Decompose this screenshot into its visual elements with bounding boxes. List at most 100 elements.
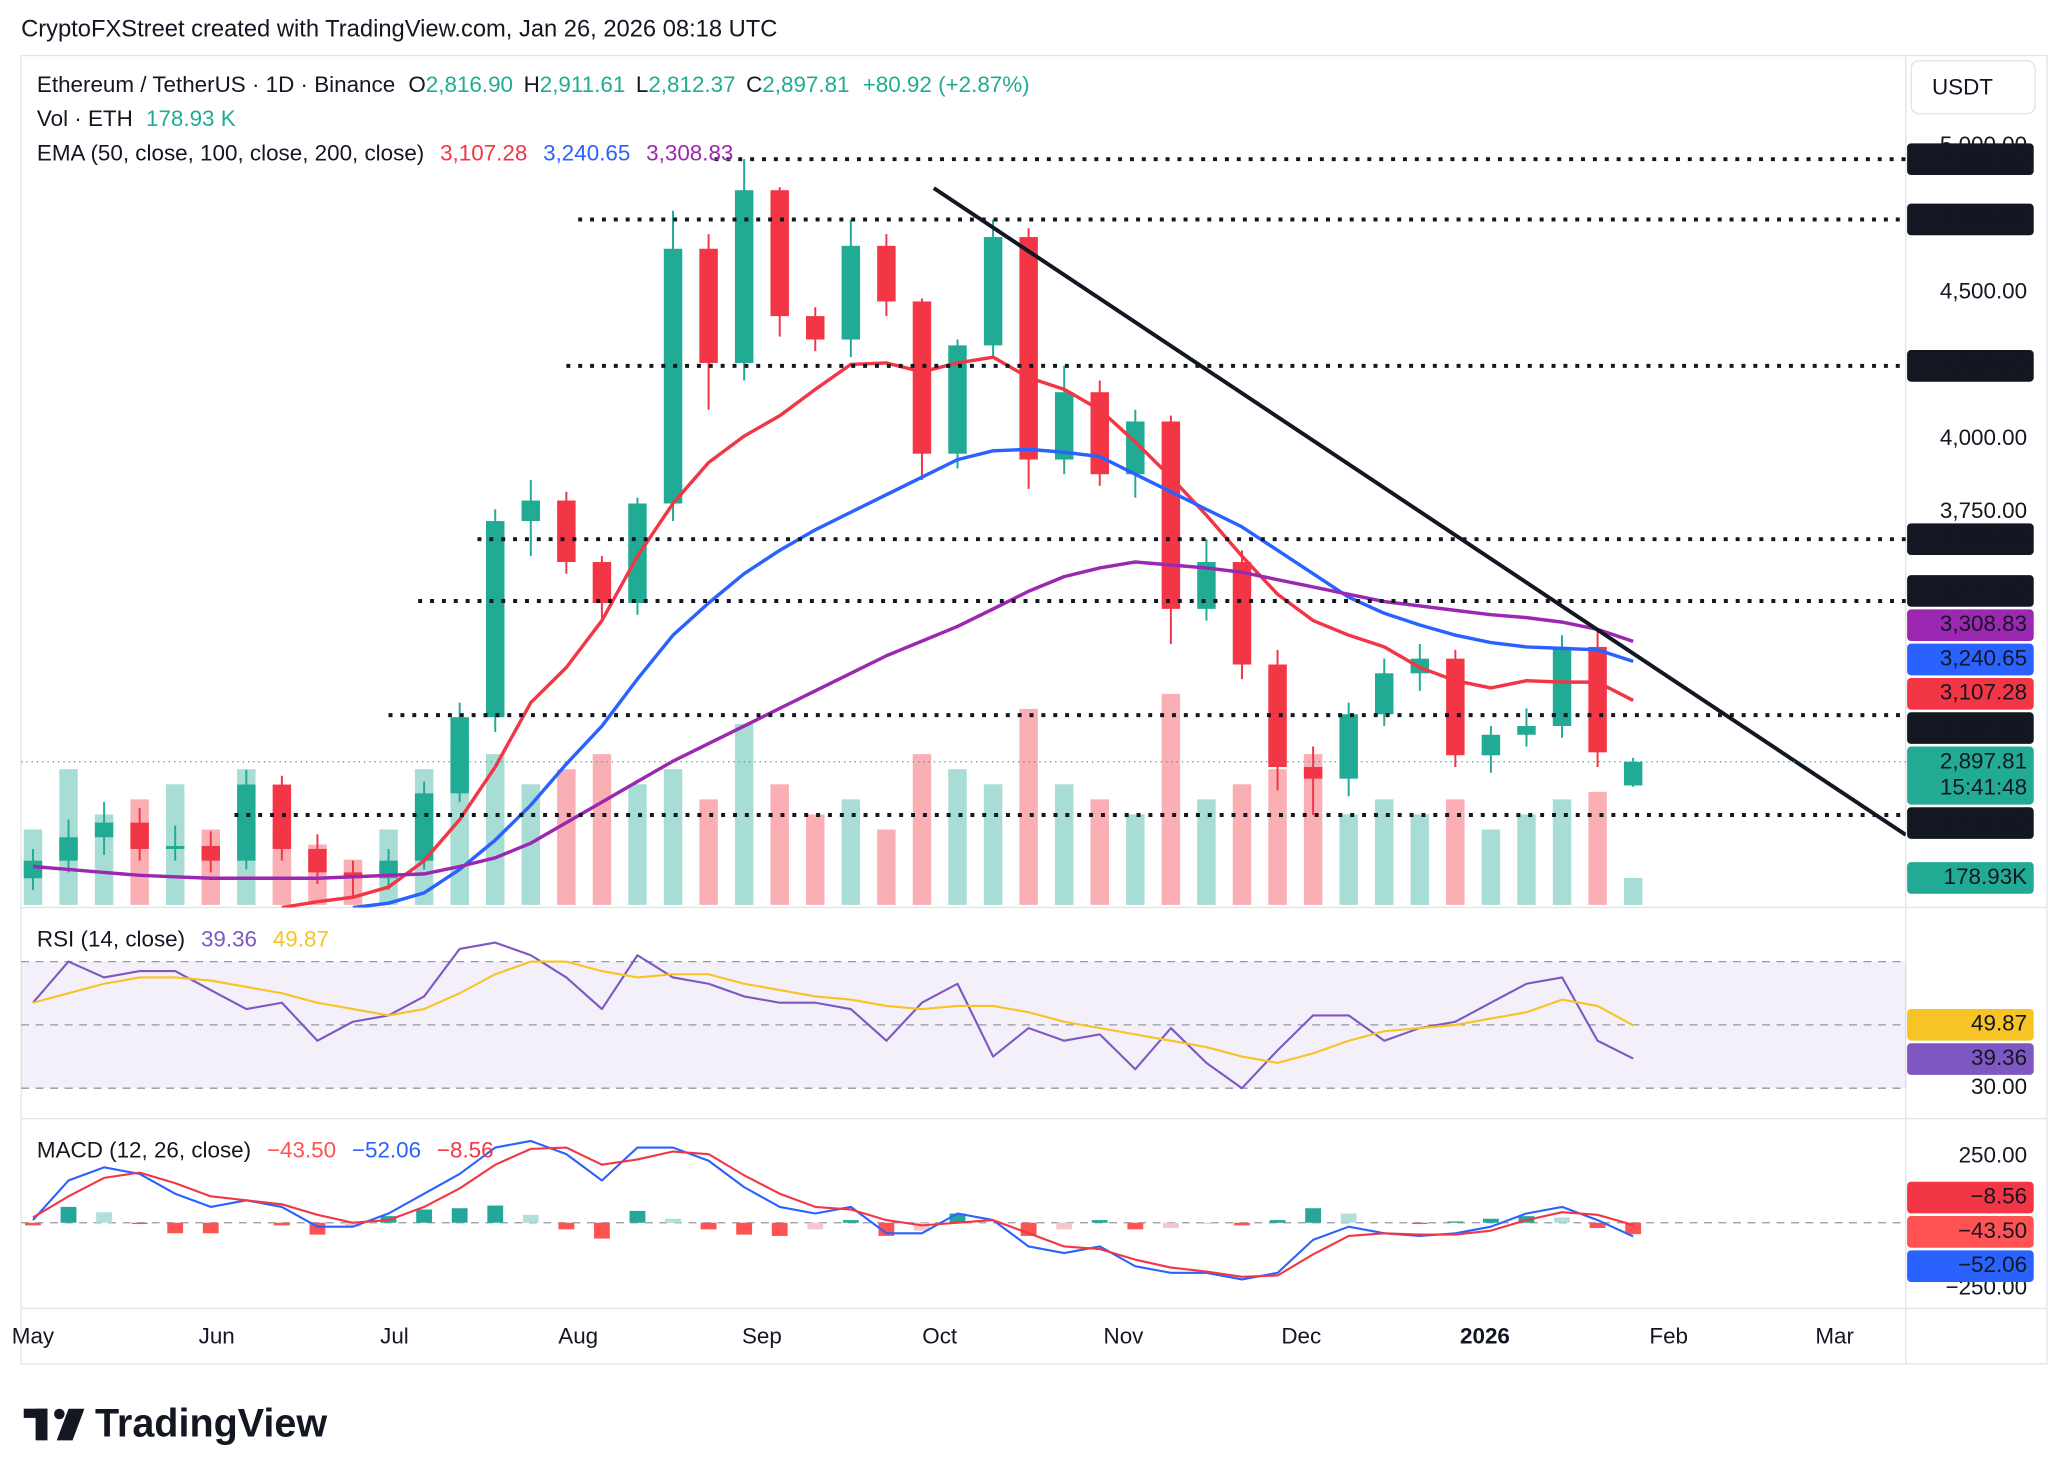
volume-bar — [1232, 784, 1252, 905]
axis-badge — [1907, 523, 2034, 556]
histogram-bar — [700, 1222, 717, 1230]
candle-body — [201, 846, 220, 861]
candle-body — [59, 837, 78, 861]
volume-bar — [663, 769, 683, 905]
candle-body — [983, 237, 1003, 346]
volume-bar — [557, 769, 576, 905]
x-tick-label: May — [12, 1323, 55, 1348]
volume-bar — [1339, 814, 1358, 905]
frame-border — [20, 54, 2048, 1365]
histogram-bar — [842, 1220, 859, 1223]
candle-body — [1197, 562, 1216, 609]
candle-body — [1019, 237, 1038, 460]
candle-body — [806, 316, 825, 340]
axis-badge-label: 3,447.00 — [1940, 577, 2027, 602]
histogram-bar — [771, 1222, 788, 1236]
volume-bar — [1090, 799, 1109, 905]
x-tick-label: Nov — [1104, 1323, 1145, 1348]
series-line — [32, 941, 1634, 1090]
x-tick-label: Dec — [1281, 1323, 1321, 1348]
volume-bar — [1410, 814, 1430, 905]
axis-badge — [1907, 350, 2034, 382]
axis-badge-label: 3,107.28 — [1940, 680, 2027, 705]
volume-bar — [983, 784, 1003, 905]
logo-icon — [54, 1408, 65, 1420]
histogram-bar — [949, 1213, 966, 1223]
histogram-bar — [629, 1210, 646, 1223]
histogram-bar — [1482, 1218, 1499, 1223]
volume-bar — [1054, 784, 1074, 905]
histogram-bar — [665, 1218, 681, 1223]
axis-badge — [1907, 677, 2034, 710]
currency[interactable]: USDT — [1932, 74, 1993, 99]
candle-body — [23, 860, 43, 879]
candle-body — [130, 822, 149, 849]
volume-bar — [734, 724, 754, 905]
indicator-value: −52.06 — [352, 1137, 421, 1162]
candle-body — [1339, 714, 1358, 779]
candle-body — [912, 301, 932, 454]
candle-body — [770, 190, 789, 317]
volume-bar — [486, 754, 505, 905]
volume-bar — [628, 784, 647, 905]
histogram-bar — [25, 1222, 41, 1226]
symbol: Ethereum / TetherUS · 1D · Binance — [37, 72, 395, 97]
axis-badge-label: 3,658.00 — [1940, 525, 2027, 550]
volume-bar — [1161, 693, 1181, 905]
axis-badge — [1907, 609, 2034, 642]
candle-body — [521, 500, 541, 522]
ema-value: 3,240.65 — [543, 140, 630, 165]
legend: EMA (50, close, 100, close, 200, close) 3… — [37, 140, 733, 165]
histogram-bar — [1198, 1222, 1215, 1225]
currency-box[interactable] — [1910, 60, 2036, 115]
volume-bar — [1375, 799, 1394, 905]
logo: TradingView — [23, 1401, 327, 1445]
candle-body — [699, 248, 718, 363]
candle-body — [1161, 421, 1181, 609]
volume-bar — [1623, 877, 1643, 905]
axis-badge — [1907, 862, 2034, 894]
histogram-bar — [1589, 1222, 1606, 1229]
histogram-bar — [1625, 1222, 1642, 1235]
candle-body — [663, 248, 683, 504]
candle-body — [1232, 562, 1252, 665]
candle-body — [486, 521, 505, 718]
x-tick-label: Mar — [1815, 1323, 1854, 1348]
trendline — [932, 186, 1906, 837]
caption: CryptoFXStreet created with TradingView.… — [21, 17, 777, 43]
volume-bar — [1552, 799, 1572, 905]
axis-badge-label: 178.93K — [1944, 864, 2028, 889]
candle-body — [237, 784, 256, 861]
histogram-bar — [1269, 1220, 1286, 1223]
indicator-value: 49.87 — [273, 926, 329, 951]
y-tick-label: 4,000.00 — [1940, 425, 2027, 450]
axis-badge-label: 4,750.00 — [1940, 205, 2027, 230]
legend: RSI (14, close) 39.36 49.87 — [37, 926, 329, 951]
volume-legend: Vol · ETH — [37, 106, 133, 131]
axis-badge-label: 39.36 — [1971, 1045, 2027, 1070]
histogram-bar — [451, 1208, 468, 1223]
histogram-bar — [1162, 1222, 1179, 1229]
indicator-title: MACD (12, 26, close) — [37, 1137, 251, 1162]
candle-body — [1126, 421, 1145, 475]
volume-bar — [1019, 708, 1038, 905]
series-line — [32, 1139, 1634, 1281]
histogram-bar — [736, 1222, 753, 1235]
histogram-bar — [522, 1214, 539, 1223]
histogram-bar — [60, 1206, 77, 1223]
axis-badge-label: 3,057.00 — [1940, 714, 2027, 739]
ema-value: 3,308.83 — [646, 140, 733, 165]
candle-body — [734, 190, 754, 363]
axis-badge-label: 15:41:48 — [1940, 775, 2027, 800]
x-tick-label: 2026 — [1460, 1323, 1510, 1348]
indicator-value: −8.56 — [437, 1137, 494, 1162]
legend: Ethereum / TetherUS · 1D · Binance O2,816… — [37, 72, 1030, 97]
legend: Vol · ETH 178.93 K — [37, 106, 236, 131]
histogram-bar — [202, 1222, 219, 1234]
axis-badge-label: −8.56 — [1970, 1184, 2027, 1209]
histogram-bar — [1305, 1208, 1322, 1223]
indicator-value: −43.50 — [267, 1137, 336, 1162]
histogram-bar — [1411, 1222, 1428, 1225]
